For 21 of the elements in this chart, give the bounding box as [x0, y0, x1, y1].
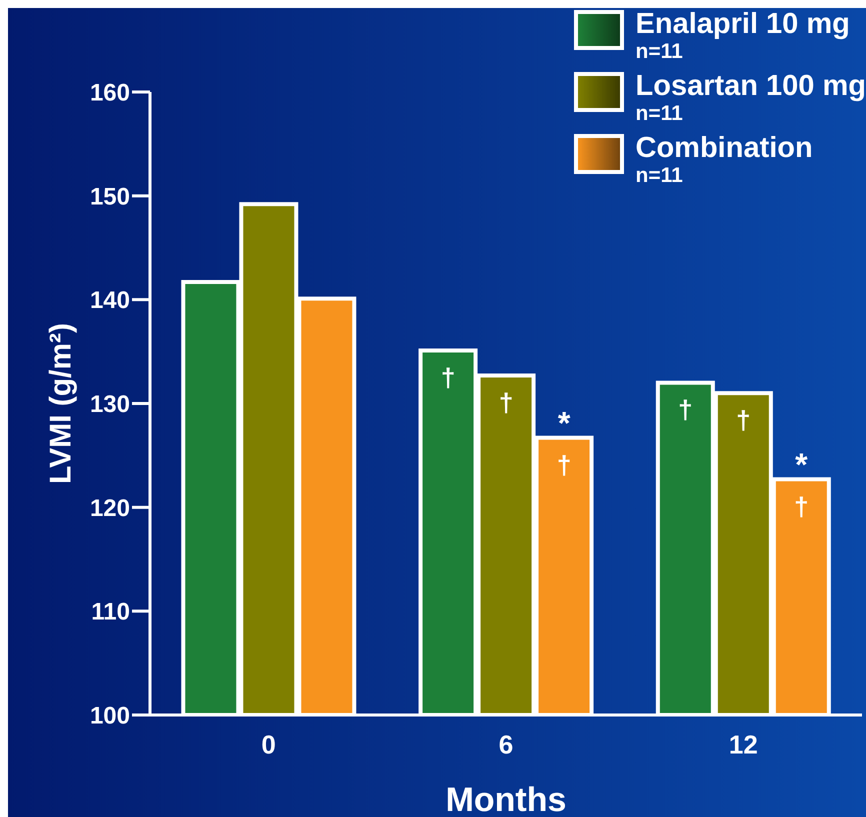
y-tick-label: 140	[90, 287, 130, 314]
x-axis-title: Months	[446, 781, 566, 817]
y-axis-title: LVMI (g/m²)	[44, 322, 78, 484]
y-tick-label: 110	[91, 598, 130, 626]
legend-label: Enalapril 10 mg n=11	[636, 8, 850, 64]
legend-label: Combination n=11	[636, 132, 813, 188]
data-label: * †	[794, 446, 809, 522]
legend-label: Losartan 100 mg n=11	[636, 70, 866, 126]
x-tick-label: 0	[261, 729, 276, 760]
data-label: †	[736, 405, 751, 436]
y-tick-label: 160	[90, 80, 130, 107]
data-label: †	[440, 362, 456, 393]
y-tick-label: 130	[90, 391, 130, 418]
x-tick-label: 12	[728, 729, 758, 760]
x-tick-label: 6	[498, 729, 514, 760]
data-label: * †	[556, 404, 572, 480]
data-label: †	[678, 394, 693, 425]
y-tick-label: 120	[90, 494, 130, 522]
y-tick-label: 150	[90, 183, 130, 210]
y-tick-label: 100	[90, 702, 130, 730]
data-label: †	[498, 387, 514, 418]
